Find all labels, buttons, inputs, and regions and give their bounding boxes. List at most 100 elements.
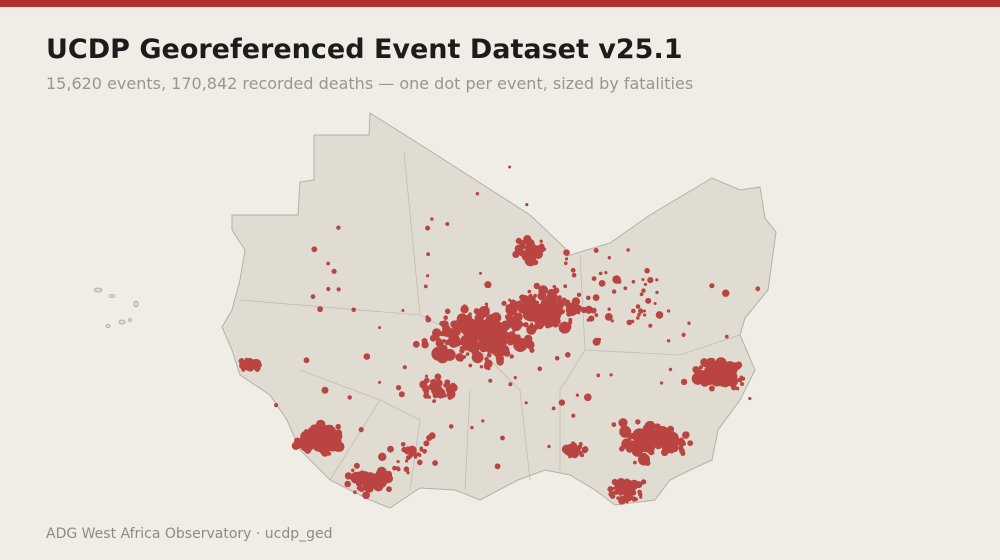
- event-dot: [621, 438, 633, 450]
- event-dot: [471, 350, 476, 355]
- event-dot: [435, 339, 444, 348]
- event-dot: [533, 245, 542, 255]
- event-dot: [505, 304, 511, 310]
- event-dot: [484, 281, 492, 289]
- event-dot: [460, 305, 469, 314]
- event-dot: [655, 290, 659, 295]
- event-dot: [739, 375, 744, 379]
- event-dot: [396, 467, 401, 472]
- event-dot: [556, 317, 560, 321]
- event-dot: [730, 362, 740, 372]
- event-dot: [616, 279, 622, 284]
- event-dot: [353, 462, 360, 469]
- event-dot: [444, 331, 448, 335]
- event-dot: [408, 450, 413, 454]
- event-dot: [528, 307, 533, 311]
- event-dot: [610, 319, 614, 323]
- event-dot: [591, 276, 597, 281]
- event-dot: [626, 319, 633, 326]
- event-dot: [519, 340, 524, 345]
- event-dot: [586, 295, 591, 301]
- event-dot: [523, 235, 532, 244]
- event-dot: [423, 284, 428, 289]
- event-dot: [571, 272, 577, 278]
- event-dot: [641, 278, 645, 281]
- event-dot: [607, 486, 614, 493]
- event-dot: [238, 358, 245, 365]
- event-dot: [504, 314, 511, 320]
- event-dot: [604, 313, 613, 321]
- event-dot: [593, 248, 599, 253]
- event-dot: [530, 322, 534, 326]
- event-dot: [580, 453, 585, 458]
- event-dot: [637, 489, 642, 495]
- event-dot: [635, 304, 641, 309]
- event-dot: [680, 378, 688, 386]
- event-dot: [622, 496, 628, 502]
- event-dot: [543, 310, 548, 314]
- event-dot: [386, 486, 392, 493]
- event-dot: [478, 346, 483, 350]
- event-dot: [623, 286, 628, 291]
- event-dot: [555, 306, 562, 312]
- event-dot: [574, 304, 583, 313]
- event-dot: [735, 386, 740, 391]
- event-dot: [643, 309, 646, 313]
- event-dot: [638, 308, 644, 314]
- event-dot: [344, 472, 353, 480]
- event-dot: [423, 440, 430, 447]
- event-dot: [532, 259, 539, 266]
- event-dot: [537, 366, 543, 372]
- event-dot: [479, 271, 482, 275]
- event-dot: [614, 491, 618, 495]
- event-dot: [405, 459, 409, 463]
- event-dot: [709, 283, 715, 289]
- event-dot: [444, 339, 451, 346]
- event-dot: [668, 438, 673, 443]
- event-dot: [526, 324, 537, 335]
- event-dot: [573, 445, 578, 449]
- event-dot: [412, 451, 418, 457]
- event-dot: [533, 282, 540, 290]
- event-dot: [447, 395, 453, 400]
- event-dot: [444, 308, 451, 315]
- event-dot: [473, 308, 480, 315]
- event-dot: [432, 460, 438, 466]
- event-dot: [476, 354, 480, 359]
- event-dot: [470, 425, 474, 430]
- event-dot: [492, 344, 495, 348]
- event-dot: [581, 446, 589, 453]
- event-dot: [708, 372, 718, 382]
- event-dot: [524, 401, 528, 405]
- event-dot: [494, 327, 499, 332]
- event-dot: [432, 399, 436, 403]
- event-dot: [702, 377, 706, 381]
- event-dot: [684, 431, 690, 437]
- event-dot: [679, 445, 683, 449]
- event-dot: [320, 448, 330, 457]
- event-dot: [459, 348, 465, 354]
- event-dot: [515, 237, 522, 244]
- event-dot: [740, 382, 744, 386]
- event-dot: [570, 447, 575, 452]
- event-dot: [682, 435, 686, 439]
- map: [93, 112, 777, 509]
- event-dot: [624, 491, 629, 496]
- event-dot: [503, 350, 511, 357]
- event-dot: [351, 307, 357, 313]
- event-dot: [344, 480, 352, 488]
- event-dot: [336, 225, 341, 230]
- event-dot: [653, 302, 657, 305]
- event-dot: [653, 439, 657, 443]
- event-dot: [598, 280, 606, 287]
- event-dot: [310, 294, 316, 299]
- event-dot: [596, 373, 601, 378]
- event-dot: [475, 192, 480, 196]
- event-dot: [311, 246, 318, 253]
- event-dot: [658, 438, 663, 443]
- event-dot: [500, 435, 505, 441]
- event-dot: [538, 285, 549, 296]
- event-dot: [634, 497, 638, 502]
- event-dot: [654, 429, 662, 437]
- event-dot: [618, 492, 623, 496]
